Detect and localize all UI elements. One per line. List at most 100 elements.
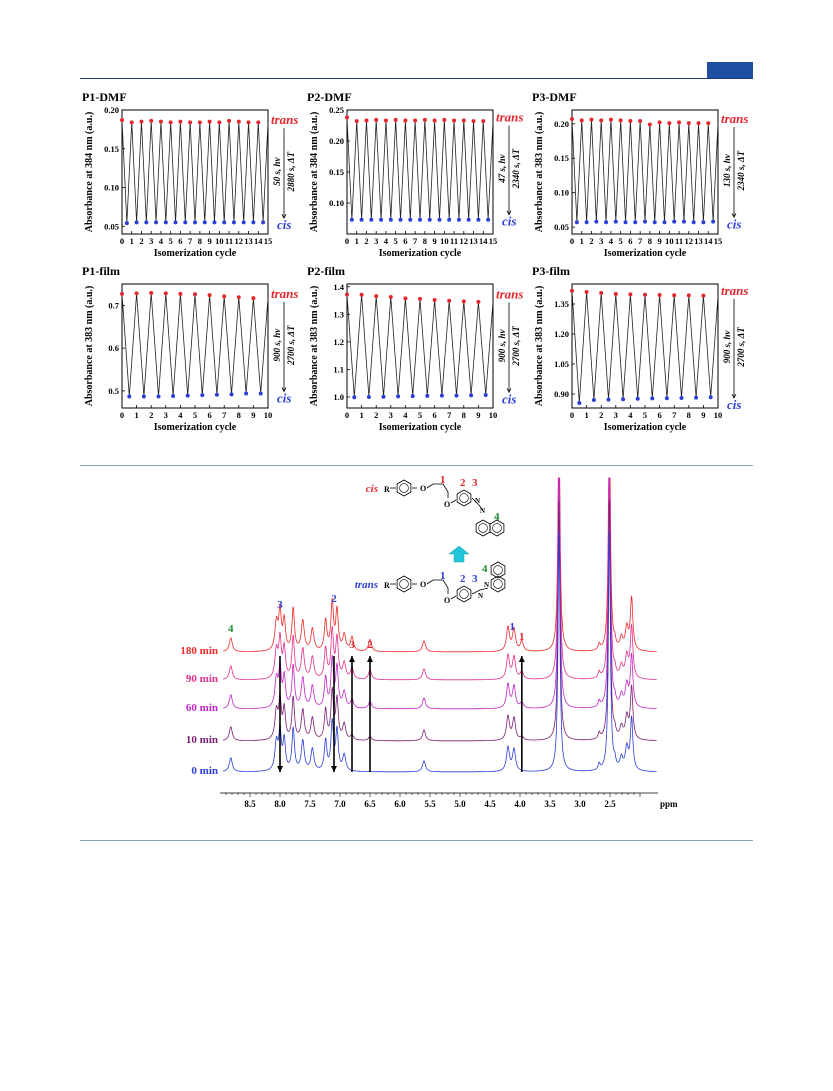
nmr-spectrum-line (223, 477, 657, 710)
x-tick-label: 1 (584, 410, 588, 420)
cis-point (604, 220, 609, 225)
trans-point (701, 293, 706, 298)
proton-label-4: 4 (494, 511, 500, 523)
ppm-tick-label: 8.0 (274, 799, 286, 809)
cis-point (144, 220, 149, 225)
x-tick-label: 5 (394, 236, 398, 246)
chart-p3-film: P3-film 0 1 2 3 4 5 6 7 8 9 10 0.90 1.05 1.20 1.35 Isome… (530, 262, 755, 437)
x-tick-label: 9 (432, 236, 436, 246)
proton-label-3: 3 (472, 573, 478, 585)
y-tick-label: 0.7 (108, 300, 119, 310)
ppm-tick-label: 2.5 (604, 799, 616, 809)
cis-point (261, 220, 266, 225)
x-tick-label: 4 (628, 410, 633, 420)
cis-label: cis (727, 216, 741, 231)
series-line (121, 292, 269, 397)
cis-point (134, 220, 139, 225)
chart-p1-film: P1-film 0 1 2 3 4 5 6 7 8 9 10 0.5 0.6 0.7 Isomerizatio… (80, 262, 305, 437)
cis-point (156, 394, 161, 399)
x-tick-label: 2 (599, 410, 603, 420)
x-tick-label: 3 (614, 410, 618, 420)
y-tick-label: 0.90 (554, 389, 569, 399)
x-tick-label: 13 (694, 236, 703, 246)
propyl-chain (426, 483, 449, 498)
x-tick-label: 15 (714, 236, 723, 246)
trans-point (672, 293, 677, 298)
x-tick-label: 14 (479, 236, 488, 246)
x-tick-label: 10 (215, 236, 224, 246)
x-tick-label: 7 (188, 236, 193, 246)
cis-point (606, 397, 611, 402)
x-tick-label: 2 (139, 236, 143, 246)
header-tab (707, 62, 753, 78)
oxygen-label: O (420, 580, 426, 589)
nmr-spectrum-line (223, 477, 657, 681)
cis-point (650, 396, 655, 401)
naphthyl-ring-2-aromatic (492, 523, 502, 533)
irradiation-annotation: 130 s, hν (722, 153, 732, 187)
trans-point (432, 118, 437, 123)
x-tick-label: 15 (264, 236, 273, 246)
x-tick-label: 3 (599, 236, 603, 246)
proton-label-3: 3 (472, 477, 478, 489)
chart-title: P1-film (82, 264, 120, 278)
proton-label-1: 1 (440, 570, 446, 582)
ppm-tick-label: 7.0 (334, 799, 346, 809)
cis-point (366, 394, 371, 399)
x-tick-label: 10 (665, 236, 674, 246)
x-tick-label: 5 (643, 410, 647, 420)
x-tick-label: 7 (672, 410, 677, 420)
x-tick-label: 0 (345, 236, 349, 246)
naphthyl-ring-2 (490, 561, 506, 579)
trans-point (613, 292, 618, 296)
cis-point (662, 220, 667, 225)
trans-point (120, 291, 124, 296)
trans-point (345, 115, 349, 120)
x-tick-label: 8 (648, 236, 652, 246)
cis-point (701, 220, 706, 225)
trans-point (149, 290, 154, 295)
thermal-annotation: 2340 s, ΔT (511, 148, 521, 189)
y-tick-label: 1.20 (554, 329, 569, 339)
trans-point (418, 296, 422, 301)
trans-point (403, 118, 408, 123)
series-line (571, 118, 719, 223)
change-arrow-head (349, 656, 355, 662)
spectrum-time-label: 60 min (186, 702, 218, 714)
trans-point (227, 118, 232, 123)
trans-point (197, 120, 202, 125)
nitrogen-label: N (478, 592, 483, 600)
x-tick-label: 14 (704, 236, 713, 246)
cis-point (577, 401, 582, 405)
cis-label: cis (277, 390, 291, 405)
cis-point (454, 393, 459, 398)
nmr-spectrum-line (223, 530, 657, 773)
x-axis-label: Isomerization cycle (154, 422, 237, 433)
x-tick-label: 6 (207, 410, 211, 420)
y-axis-label: Absorbance at 383 nm (a.u.) (534, 286, 545, 407)
trans-point (657, 293, 662, 297)
x-tick-label: 10 (264, 410, 273, 420)
cis-point (635, 396, 640, 401)
spectrum-time-label: 180 min (180, 645, 218, 657)
thermal-annotation: 2880 s, ΔT (286, 151, 296, 192)
chart-p2-dmf: P2-DMF 0 1 2 3 4 5 6 7 8 9 10 11 12 13 14 15 0.10 0.15 0.20… (305, 88, 530, 263)
x-tick-label: 6 (657, 410, 661, 420)
trans-point (579, 118, 584, 123)
cis-label: cis (502, 391, 516, 406)
plot-frame (571, 109, 719, 235)
irradiation-annotation: 900 s, hν (272, 328, 282, 362)
trans-point (481, 119, 486, 124)
y-tick-label: 0.20 (554, 119, 569, 129)
cis-point (681, 219, 686, 224)
cis-point (447, 217, 452, 222)
chart-p1-dmf: P1-DMF 0 1 2 3 4 5 6 7 8 9 10 11 12 13 14 15 0.05 0.10 0.15… (80, 88, 305, 263)
x-tick-label: 0 (570, 410, 574, 420)
x-axis-label: Isomerization cycle (379, 248, 462, 259)
x-tick-label: 1 (359, 410, 363, 420)
spectrum-time-label: 0 min (191, 765, 218, 777)
cis-point (398, 217, 403, 222)
peak-label-cis-2: 2 (367, 639, 373, 651)
naphthyl-ring-1-aromatic (493, 579, 503, 589)
x-tick-label: 9 (251, 410, 255, 420)
